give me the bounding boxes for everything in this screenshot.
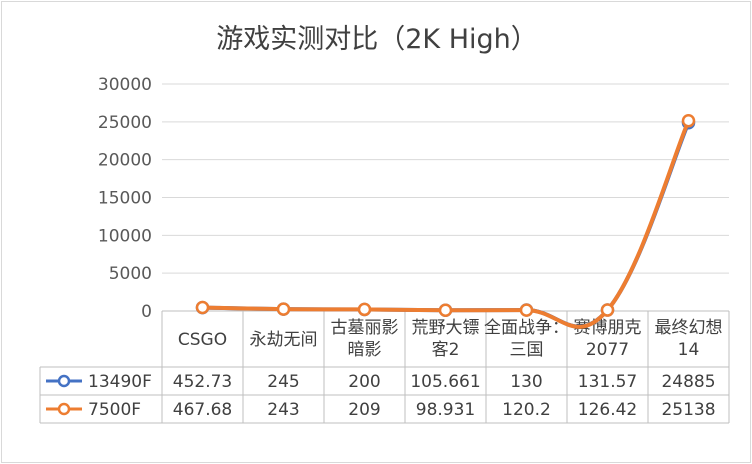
table-cell-value: 243 [267, 400, 299, 420]
table-cell-value: 105.661 [410, 372, 480, 392]
x-category-label: 客2 [432, 340, 460, 360]
data-point [357, 302, 372, 317]
data-point [276, 302, 291, 316]
x-category-label: 最终幻想 [655, 318, 723, 338]
table-cell-value: 98.931 [416, 400, 475, 420]
data-point [195, 300, 210, 315]
y-tick-label: 10000 [98, 226, 152, 246]
x-category-label: 暗影 [348, 340, 382, 360]
table-cell-value: 200 [348, 372, 380, 392]
data-point [600, 303, 615, 317]
table-cell-value: 126.42 [578, 400, 637, 420]
x-category-label: 荒野大镖 [412, 318, 480, 338]
y-axis: 0 5000 10000 15000 20000 25000 30000 [98, 75, 152, 322]
gridlines [162, 83, 729, 312]
x-category-label: 永劫无间 [250, 330, 318, 350]
y-tick-label: 5000 [109, 264, 152, 284]
table-cell-value: 25138 [661, 400, 715, 420]
table-cell-value: 452.73 [173, 372, 232, 392]
x-category-label: 14 [678, 340, 700, 360]
x-category-label: CSGO [178, 330, 227, 350]
x-category-label: 全面战争： [484, 318, 569, 338]
x-category-label: 2077 [586, 340, 629, 360]
table-cell-value: 245 [267, 372, 299, 392]
data-point [519, 303, 534, 317]
legend-series-name: 13490F [88, 372, 152, 392]
table-cell-value: 131.57 [578, 372, 637, 392]
table-cell-value: 209 [348, 400, 380, 420]
data-point [681, 114, 696, 128]
table-cell-value: 467.68 [173, 400, 232, 420]
y-tick-label: 25000 [98, 113, 152, 133]
table-cell-value: 130 [510, 372, 542, 392]
table-cell-value: 120.2 [502, 400, 551, 420]
y-tick-label: 0 [141, 302, 152, 322]
data-point [438, 303, 453, 318]
legend-series-name: 7500F [88, 400, 141, 420]
x-category-label: 三国 [510, 340, 544, 360]
x-category-label: 古墓丽影 [331, 318, 399, 338]
legend-key-marker [57, 374, 71, 388]
y-tick-label: 15000 [98, 189, 152, 209]
series-layer [195, 114, 696, 329]
legend-key-marker [57, 402, 71, 416]
data-table: CSGO 永劫无间古墓丽影暗影荒野大镖客2全面战争：三国赛博朋克2077最终幻想1… [39, 310, 730, 424]
table-cell-value: 24885 [661, 372, 715, 392]
series-line [202, 120, 691, 329]
chart-title: 游戏实测对比（2K High） [216, 24, 538, 55]
y-tick-label: 20000 [98, 151, 152, 171]
y-tick-label: 30000 [98, 75, 152, 95]
